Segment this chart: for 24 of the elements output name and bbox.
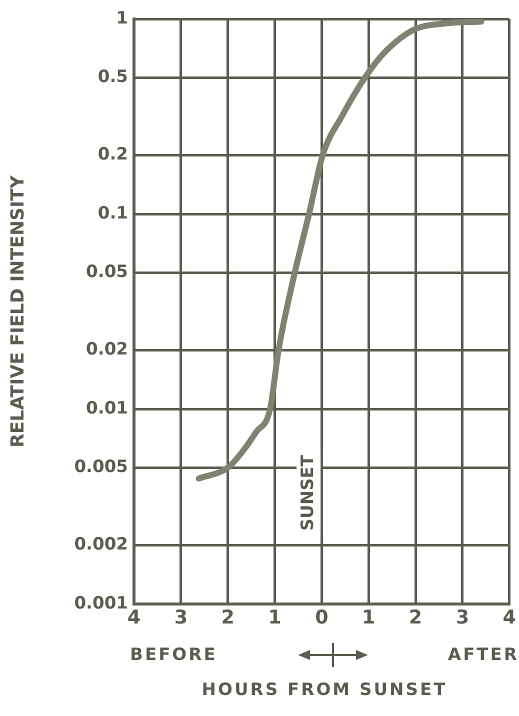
x-tick-label: 3: [174, 606, 188, 628]
x-tick-label: 2: [408, 606, 422, 628]
y-tick-label: 0.5: [98, 67, 128, 88]
x-tick-label: 1: [362, 606, 376, 628]
x-axis-title: HOURS FROM SUNSET: [200, 680, 448, 700]
annotation: SUNSET: [298, 454, 318, 531]
x-tick-label: 4: [502, 606, 516, 628]
y-tick-label: 0.02: [86, 340, 128, 360]
x-tick-label: 1: [268, 606, 282, 628]
x-tick-label: 3: [456, 606, 470, 628]
y-tick-label: 0.1: [98, 203, 128, 224]
text: BEFORE: [130, 645, 218, 665]
y-tick-label: 0.002: [74, 534, 128, 555]
y-tick-label: 0.005: [74, 457, 128, 478]
y-tick-label: 0.05: [86, 262, 128, 282]
text: AFTER: [448, 645, 519, 665]
y-axis-title: RELATIVE FIELD INTENSITY: [7, 174, 28, 448]
y-tick-label: 1: [116, 8, 128, 28]
y-tick-label: 0.001: [74, 593, 128, 614]
x-tick-label: 2: [221, 606, 234, 628]
x-tick-label: 4: [127, 606, 141, 628]
y-tick-label: 0.2: [98, 144, 128, 165]
x-tick-label: 0: [315, 606, 328, 628]
y-tick-label: 0.01: [86, 398, 128, 418]
